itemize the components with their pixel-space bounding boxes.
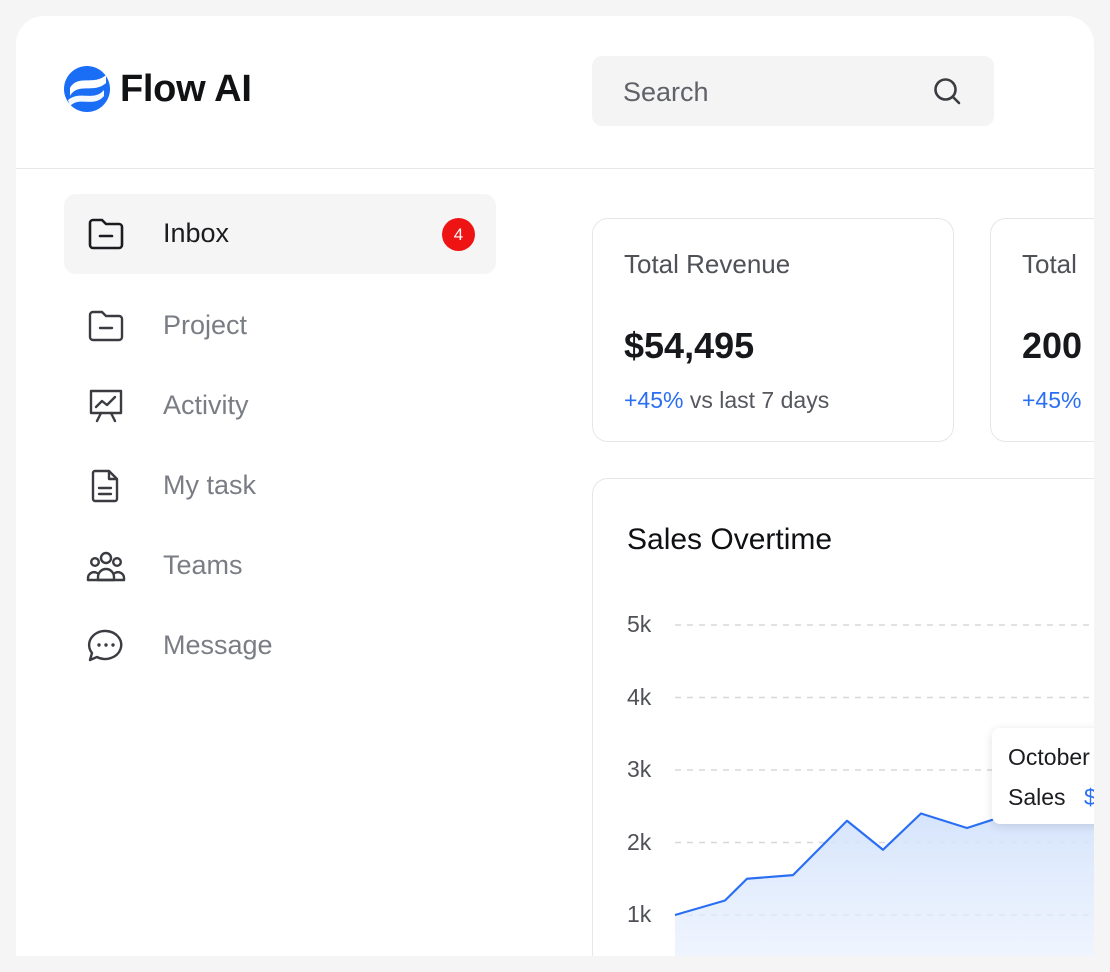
- document-icon: [91, 469, 119, 503]
- sidebar-item-my-task[interactable]: My task: [64, 446, 496, 526]
- sidebar-item-label: Project: [163, 310, 248, 340]
- stat-card-total: Total 200 +45%: [990, 218, 1094, 442]
- brand-logo[interactable]: Flow AI: [64, 66, 252, 112]
- flow-logo-icon: [64, 66, 110, 112]
- sidebar-item-label: Activity: [163, 390, 249, 420]
- chart-tooltip: October Sales $: [992, 728, 1094, 824]
- stat-card-delta: +45% vs last 7 days: [624, 387, 829, 414]
- folder-icon: [88, 310, 124, 342]
- sidebar-item-teams[interactable]: Teams: [64, 526, 496, 606]
- delta-period: vs last 7 days: [689, 387, 830, 413]
- sidebar-item-label: My task: [163, 470, 257, 500]
- folder-icon: [88, 218, 124, 250]
- stat-card-total-revenue: Total Revenue $54,495 +45% vs last 7 day…: [592, 218, 954, 442]
- tooltip-value: $: [1084, 784, 1094, 810]
- sidebar-item-inbox[interactable]: Inbox 4: [64, 194, 496, 274]
- delta-percentage: +45%: [624, 387, 684, 413]
- search-input[interactable]: Search: [592, 56, 994, 126]
- stat-card-value: $54,495: [624, 325, 755, 366]
- search-placeholder: Search: [623, 77, 709, 107]
- sales-area-fill: [675, 802, 1094, 956]
- sidebar-item-label: Teams: [163, 550, 243, 580]
- y-tick-label: 5k: [627, 611, 652, 637]
- stat-card-title: Total Revenue: [624, 249, 791, 279]
- search-icon[interactable]: [932, 76, 962, 106]
- sidebar-item-label: Message: [163, 630, 273, 660]
- y-tick-label: 2k: [627, 828, 652, 855]
- presentation-chart-icon: [89, 389, 123, 423]
- sidebar-item-project[interactable]: Project: [64, 286, 496, 366]
- chat-bubble-icon: [87, 629, 123, 662]
- sidebar-item-message[interactable]: Message: [64, 606, 496, 686]
- sidebar-item-activity[interactable]: Activity: [64, 366, 496, 446]
- sales-area-chart: [674, 624, 1094, 956]
- stat-card-value: 200: [1022, 325, 1083, 366]
- app-window: Flow AI Search Inbox 4 Project: [16, 16, 1094, 956]
- tooltip-label: Sales: [1008, 784, 1066, 810]
- tooltip-month: October: [1008, 744, 1090, 770]
- stat-card-delta: +45%: [1022, 387, 1081, 414]
- users-icon: [86, 551, 126, 582]
- y-tick-label: 1k: [627, 901, 652, 927]
- delta-percentage: +45%: [1022, 387, 1082, 413]
- y-tick-label: 4k: [627, 683, 652, 710]
- stat-card-title: Total: [1022, 249, 1077, 279]
- top-header: Flow AI Search: [16, 16, 1094, 169]
- chart-title: Sales Overtime: [627, 523, 833, 556]
- unread-count-badge: 4: [442, 218, 475, 251]
- y-tick-label: 3k: [627, 756, 652, 782]
- brand-name: Flow AI: [120, 67, 252, 110]
- sales-chart-card: Sales Overtime 5k 4k 3k 2k 1k: [592, 478, 1094, 956]
- sidebar-item-label: Inbox: [163, 218, 230, 248]
